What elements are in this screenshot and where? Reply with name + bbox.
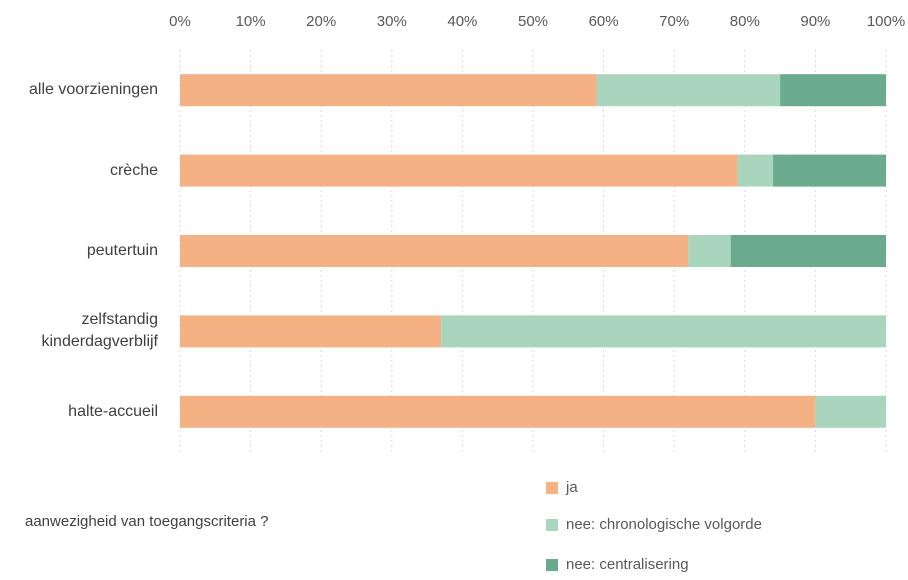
bar-segment [180, 395, 816, 428]
x-tick-label: 60% [589, 13, 619, 30]
bar-segment [780, 74, 886, 107]
x-tick-label: 80% [730, 13, 760, 30]
bar-segment [180, 74, 597, 107]
y-tick-label: peutertuin [86, 242, 158, 259]
y-tick-label: halte-accueil [68, 402, 158, 420]
legend-swatch [546, 519, 558, 531]
bar-segment [730, 235, 886, 267]
x-tick-label: 40% [447, 13, 477, 30]
bar-segment [180, 315, 442, 348]
legend-label: ja [565, 479, 578, 496]
x-tick-label: 30% [377, 13, 407, 30]
x-tick-label: 0% [169, 13, 191, 30]
x-tick-label: 100% [867, 13, 905, 30]
x-tick-label: 20% [306, 13, 336, 30]
bar-segment [773, 154, 886, 187]
legend-swatch [546, 559, 558, 571]
legend-label: nee: centralisering [566, 556, 689, 573]
x-tick-label: 90% [800, 13, 830, 30]
legend-title: aanwezigheid van toegangscriteria ? [25, 513, 269, 530]
bar-segment [737, 154, 774, 187]
x-tick-label: 10% [236, 13, 266, 30]
y-tick-label: crèche [109, 161, 158, 179]
bar-segment [596, 74, 781, 107]
x-tick-label: 50% [518, 13, 548, 30]
bar-segment [180, 154, 738, 187]
y-tick-label: alle voorzieningen [29, 81, 158, 99]
bar-segment [815, 395, 886, 428]
legend-swatch [546, 482, 558, 494]
bar-segment [441, 315, 886, 348]
bar-segment [180, 235, 689, 267]
x-tick-label: 70% [659, 13, 689, 30]
bar-segment [688, 235, 731, 267]
y-tick-label: zelfstandig kinderdagverblijf [41, 311, 158, 351]
legend-label: nee: chronologische volgorde [566, 516, 762, 533]
